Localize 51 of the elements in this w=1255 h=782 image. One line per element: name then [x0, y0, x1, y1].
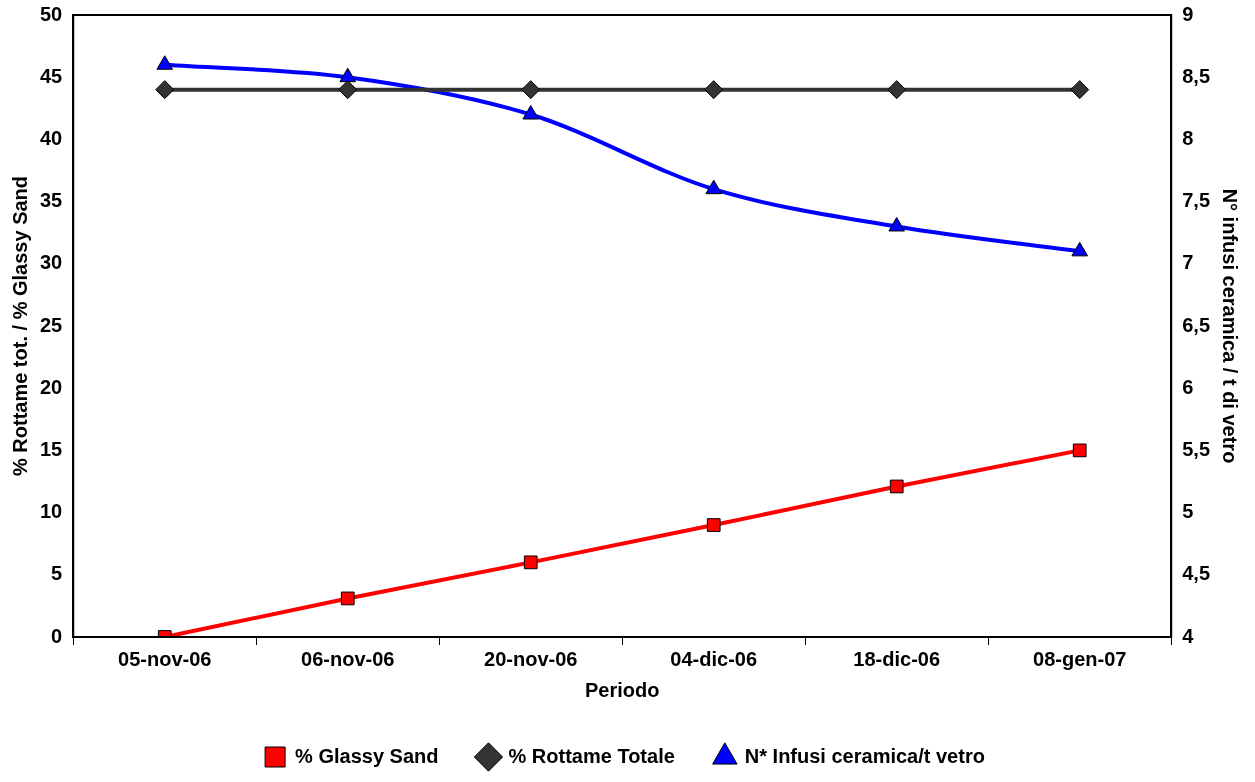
y2-tick-label: 4 [1182, 624, 1195, 647]
x-tick-label: 04-dic-06 [670, 647, 758, 670]
y-tick-label: 20 [40, 375, 63, 398]
legend-label: % Glassy Sand [295, 744, 439, 767]
x-tick-label: 18-dic-06 [853, 647, 941, 670]
point [339, 67, 357, 83]
x-axis-title: Periodo [585, 678, 660, 701]
point [1072, 443, 1087, 458]
point [706, 518, 721, 532]
y2-tick-label: 6,5 [1182, 313, 1211, 336]
point [704, 80, 724, 100]
x-tick-label: 08-gen-07 [1033, 647, 1127, 670]
x-tick-label: 20-nov-06 [484, 647, 578, 670]
y-tick-label: 5 [51, 562, 63, 585]
y-tick-label: 0 [51, 624, 63, 647]
y-tick-label: 10 [40, 500, 63, 523]
y2-tick-label: 4,5 [1182, 562, 1211, 585]
y2-tick-label: 7,5 [1182, 189, 1211, 212]
y2-tick-label: 9 [1182, 2, 1194, 25]
point [156, 55, 174, 70]
x-tick-label: 06-nov-06 [301, 647, 395, 670]
y2-tick-label: 5 [1182, 500, 1194, 523]
y-tick-label: 25 [40, 313, 63, 336]
point [887, 80, 907, 100]
point [1071, 241, 1088, 257]
point [340, 591, 355, 606]
y-tick-label: 45 [40, 64, 63, 87]
y-tick-label: 40 [40, 126, 63, 149]
legend-label: N* Infusi ceramica/t vetro [744, 744, 985, 767]
point [338, 80, 358, 100]
y-tick-label: 15 [40, 437, 63, 460]
y2-tick-label: 8,5 [1182, 64, 1211, 87]
y-tick-label: 35 [40, 189, 63, 212]
y2-tick-label: 5,5 [1182, 437, 1211, 460]
y2-tick-label: 7 [1182, 251, 1194, 274]
point [1070, 80, 1090, 100]
y-tick-label: 30 [40, 251, 63, 274]
y-tick-label: 50 [40, 2, 63, 25]
x-tick-label: 05-nov-06 [118, 647, 212, 670]
y2-tick-label: 6 [1182, 375, 1194, 398]
point [155, 80, 175, 100]
legend-label: % Rottame Totale [508, 744, 675, 767]
point [523, 555, 538, 570]
point [888, 216, 905, 232]
y2-tick-label: 8 [1182, 126, 1194, 149]
y-axis-title: % Rottame tot. / % Glassy Sand [8, 175, 31, 477]
point [889, 479, 904, 494]
point [705, 179, 723, 195]
point [522, 105, 540, 120]
point [521, 80, 541, 100]
y2-axis-title: N° infusi ceramica / t di vetro [1219, 188, 1242, 464]
